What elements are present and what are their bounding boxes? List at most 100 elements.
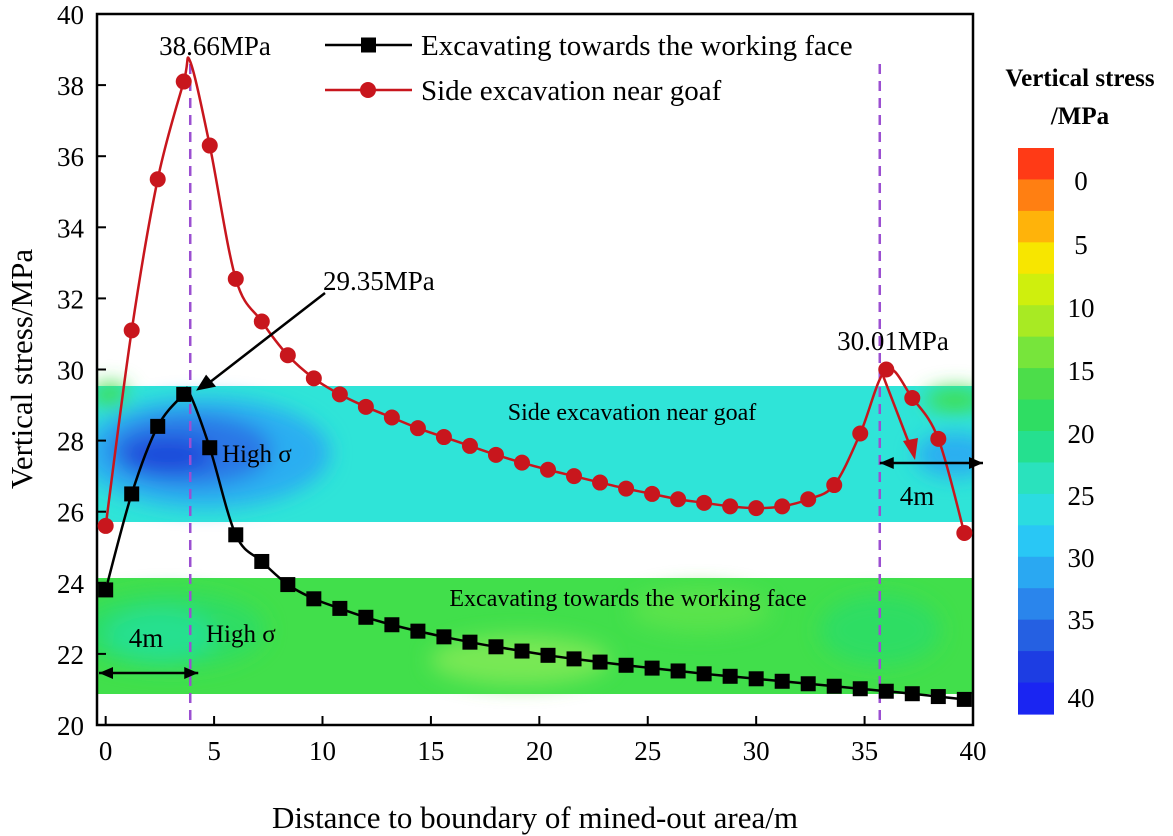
peak-label-30: 30.01MPa: [837, 326, 949, 356]
x-tick-label: 15: [417, 736, 444, 766]
colorbar-swatch: [1018, 651, 1054, 684]
x-tick-label: 40: [960, 736, 987, 766]
legend: Excavating towards the working face Side …: [325, 30, 853, 107]
span-left-arrow-left: [99, 667, 113, 680]
data-point: [930, 430, 947, 447]
data-point: [461, 437, 478, 454]
colorbar-label: 20: [1068, 419, 1095, 449]
colorbar-swatch: [1018, 242, 1054, 275]
data-point: [930, 689, 946, 705]
data-point: [670, 663, 686, 679]
y-tick-label: 32: [57, 284, 84, 314]
colorbar-swatch: [1018, 336, 1054, 369]
data-point: [488, 639, 504, 655]
x-tick-label: 5: [207, 736, 221, 766]
data-point: [774, 498, 791, 515]
data-point: [279, 347, 296, 364]
high-sigma-working: High σ: [206, 621, 276, 648]
data-point: [123, 322, 140, 339]
data-point: [202, 440, 218, 456]
colorbar-swatch: [1018, 210, 1054, 243]
data-point: [748, 500, 765, 517]
x-ticks: 0 5 10 15 20 25 30 35 40: [99, 716, 987, 766]
colorbar-title-line2: /MPa: [1050, 103, 1110, 130]
data-point: [800, 676, 816, 692]
colorbar-swatch: [1018, 148, 1054, 181]
data-point: [540, 647, 556, 663]
data-point: [383, 409, 400, 426]
x-tick-label: 0: [99, 736, 113, 766]
colorbar-swatch: [1018, 431, 1054, 464]
data-point: [826, 477, 843, 494]
data-point: [98, 582, 114, 598]
x-tick-label: 20: [526, 736, 553, 766]
arrow-head: [196, 374, 217, 391]
y-tick-label: 24: [57, 569, 85, 599]
high-sigma-side: High σ: [222, 441, 292, 468]
colorbar-swatch: [1018, 179, 1054, 212]
data-point: [956, 691, 972, 707]
data-point: [228, 527, 244, 543]
data-point: [124, 486, 140, 502]
data-point: [384, 617, 400, 633]
data-point: [150, 418, 166, 434]
band-label-side: Side excavation near goaf: [508, 400, 757, 426]
data-point: [644, 485, 661, 502]
span-left-label: 4m: [129, 623, 164, 653]
data-point: [618, 480, 635, 497]
y-tick-label: 36: [57, 142, 84, 172]
data-point: [306, 591, 322, 607]
colorbar-label: 10: [1068, 293, 1095, 323]
data-point: [878, 361, 895, 378]
data-point: [566, 651, 582, 667]
peak-label-29: 29.35MPa: [323, 266, 435, 296]
band-label-working: Excavating towards the working face: [449, 586, 806, 612]
data-point: [592, 474, 609, 491]
colorbar-swatch: [1018, 493, 1054, 526]
y-ticks: 20 22 24 26 28 30 32 34 36 38 40: [57, 0, 106, 741]
colorbar-swatch: [1018, 305, 1054, 338]
y-tick-label: 28: [57, 427, 84, 457]
y-tick-label: 40: [57, 0, 84, 30]
data-point: [644, 660, 660, 676]
colorbar-swatch: [1018, 462, 1054, 495]
y-tick-label: 20: [57, 711, 84, 741]
data-point: [280, 577, 296, 593]
data-point: [462, 634, 478, 650]
data-point: [722, 498, 739, 515]
y-tick-label: 38: [57, 71, 84, 101]
arrow-line: [207, 292, 326, 385]
data-point: [175, 73, 192, 90]
x-tick-label: 10: [309, 736, 336, 766]
data-point: [436, 629, 452, 645]
colorbar-swatch: [1018, 556, 1054, 589]
legend-marker: [361, 37, 376, 53]
data-point: [566, 468, 583, 485]
y-axis-label: Vertical stress/MPa: [4, 249, 39, 489]
red-arrow-head: [903, 438, 918, 460]
colorbar-label: 25: [1068, 481, 1095, 511]
data-point: [774, 673, 790, 689]
data-point: [410, 623, 426, 639]
data-point: [357, 398, 374, 415]
colorbar: Vertical stress /MPa 0 5 10 15 20 25 30 35 40: [1005, 65, 1155, 715]
data-point: [852, 681, 868, 697]
colorbar-swatch: [1018, 368, 1054, 401]
y-tick-label: 34: [57, 213, 85, 243]
legend-label: Excavating towards the working face: [421, 30, 853, 62]
data-point: [435, 429, 452, 446]
axes: 0 5 10 15 20 25 30 35 40 2022242628303234363840 …: [4, 0, 987, 835]
colorbar-swatch: [1018, 273, 1054, 306]
data-point: [201, 137, 218, 154]
x-axis-label: Distance to boundary of mined-out area/m: [272, 800, 798, 835]
data-series: [97, 56, 973, 707]
colorbar-label: 35: [1068, 605, 1095, 635]
data-point: [722, 668, 738, 684]
y-tick-label: 30: [57, 356, 84, 386]
data-point: [513, 454, 530, 471]
band-labels: Side excavation near goaf Excavating tow…: [206, 400, 807, 648]
colorbar-label: 15: [1068, 356, 1095, 386]
data-point: [852, 425, 869, 442]
colorbar-title-line1: Vertical stress: [1005, 65, 1155, 92]
